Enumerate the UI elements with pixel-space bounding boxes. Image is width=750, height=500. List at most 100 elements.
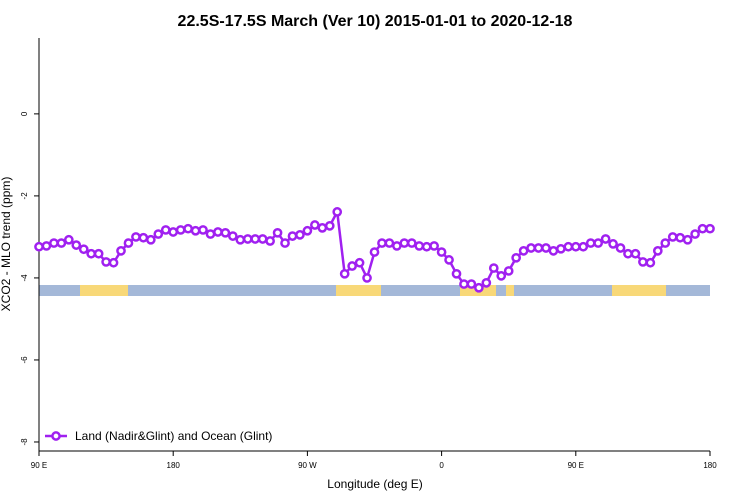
data-point	[682, 234, 693, 245]
x-tick-label: 180	[703, 461, 717, 470]
y-tick-label: -8	[20, 438, 29, 446]
legend-marker	[51, 431, 61, 441]
data-point	[556, 243, 566, 254]
data-point	[93, 248, 104, 259]
data-point	[324, 220, 335, 231]
data-point	[548, 246, 559, 256]
data-point	[310, 220, 320, 230]
data-point	[272, 227, 283, 238]
data-point	[660, 238, 671, 248]
data-point	[652, 246, 663, 256]
land-ocean-strip	[39, 285, 710, 296]
data-point	[511, 252, 522, 263]
y-tick-label: 0	[20, 111, 29, 116]
data-point	[295, 230, 305, 240]
data-point	[332, 207, 343, 217]
data-point	[190, 225, 201, 236]
data-point	[205, 229, 216, 239]
data-point	[138, 232, 149, 243]
data-point	[593, 238, 604, 248]
data-point	[317, 223, 328, 233]
x-tick-label: 90 W	[298, 461, 317, 470]
data-point	[198, 225, 208, 235]
data-point	[250, 234, 261, 244]
land-band	[506, 285, 514, 296]
data-point	[41, 241, 52, 251]
data-point	[645, 257, 656, 268]
data-point	[578, 241, 589, 252]
data-point	[116, 246, 126, 256]
data-point	[213, 227, 223, 237]
data-point	[257, 234, 268, 244]
data-point	[399, 238, 410, 248]
y-tick-label: -6	[20, 356, 29, 364]
data-point	[287, 231, 298, 241]
y-tick-label: -2	[20, 192, 29, 200]
data-point	[466, 279, 477, 289]
data-point	[436, 247, 447, 257]
data-point	[34, 241, 44, 252]
x-tick-label: 0	[439, 461, 444, 470]
data-point	[354, 257, 365, 268]
data-point	[585, 238, 596, 248]
data-point	[242, 234, 253, 244]
data-point	[168, 227, 179, 237]
data-point	[474, 282, 484, 293]
data-point	[690, 229, 700, 239]
data-point	[444, 255, 454, 265]
data-point	[108, 257, 119, 268]
data-point	[347, 261, 357, 271]
data-point	[541, 243, 551, 253]
data-point	[71, 240, 82, 250]
data-point	[384, 238, 395, 248]
data-point	[533, 243, 544, 253]
data-point	[123, 238, 134, 248]
data-point	[503, 266, 514, 276]
x-tick-label: 180	[167, 461, 181, 470]
data-point	[451, 268, 462, 279]
data-point	[608, 239, 618, 249]
data-point	[183, 223, 193, 234]
data-point	[362, 273, 372, 283]
data-point	[160, 225, 171, 235]
data-point	[153, 229, 164, 239]
data-point	[265, 236, 275, 246]
data-point	[78, 244, 89, 255]
data-point	[302, 225, 313, 236]
data-point	[406, 238, 417, 248]
x-tick-label: 90 E	[568, 461, 584, 470]
data-point	[101, 257, 111, 267]
data-point	[481, 277, 492, 288]
chart-title: 22.5S-17.5S March (Ver 10) 2015-01-01 to…	[178, 13, 573, 30]
data-point	[227, 231, 238, 241]
data-point	[414, 241, 425, 251]
data-point	[496, 271, 507, 281]
legend-label: Land (Nadir&Glint) and Ocean (Glint)	[75, 429, 272, 443]
data-point	[526, 243, 536, 253]
x-axis-label: Longitude (deg E)	[327, 477, 422, 491]
data-point	[220, 227, 231, 238]
data-point	[131, 232, 141, 242]
data-point	[518, 246, 529, 256]
data-point	[459, 279, 469, 289]
data-point	[175, 225, 186, 235]
data-point	[429, 241, 439, 251]
data-point	[697, 223, 708, 234]
data-point	[377, 238, 387, 248]
data-point	[570, 241, 581, 252]
data-point	[600, 234, 611, 244]
data-point	[638, 257, 648, 267]
x-tick-label: 90 E	[31, 461, 47, 470]
y-tick-label: -4	[20, 274, 29, 282]
data-point	[86, 248, 97, 259]
data-point	[630, 248, 641, 259]
data-point	[675, 232, 686, 243]
data-point	[56, 238, 67, 248]
land-band	[80, 285, 128, 296]
data-point	[280, 238, 290, 248]
data-point	[49, 238, 59, 248]
data-point	[145, 234, 156, 245]
y-axis-label: XCO2 - MLO trend (ppm)	[0, 177, 13, 312]
data-point	[63, 234, 74, 245]
data-point	[563, 241, 574, 252]
